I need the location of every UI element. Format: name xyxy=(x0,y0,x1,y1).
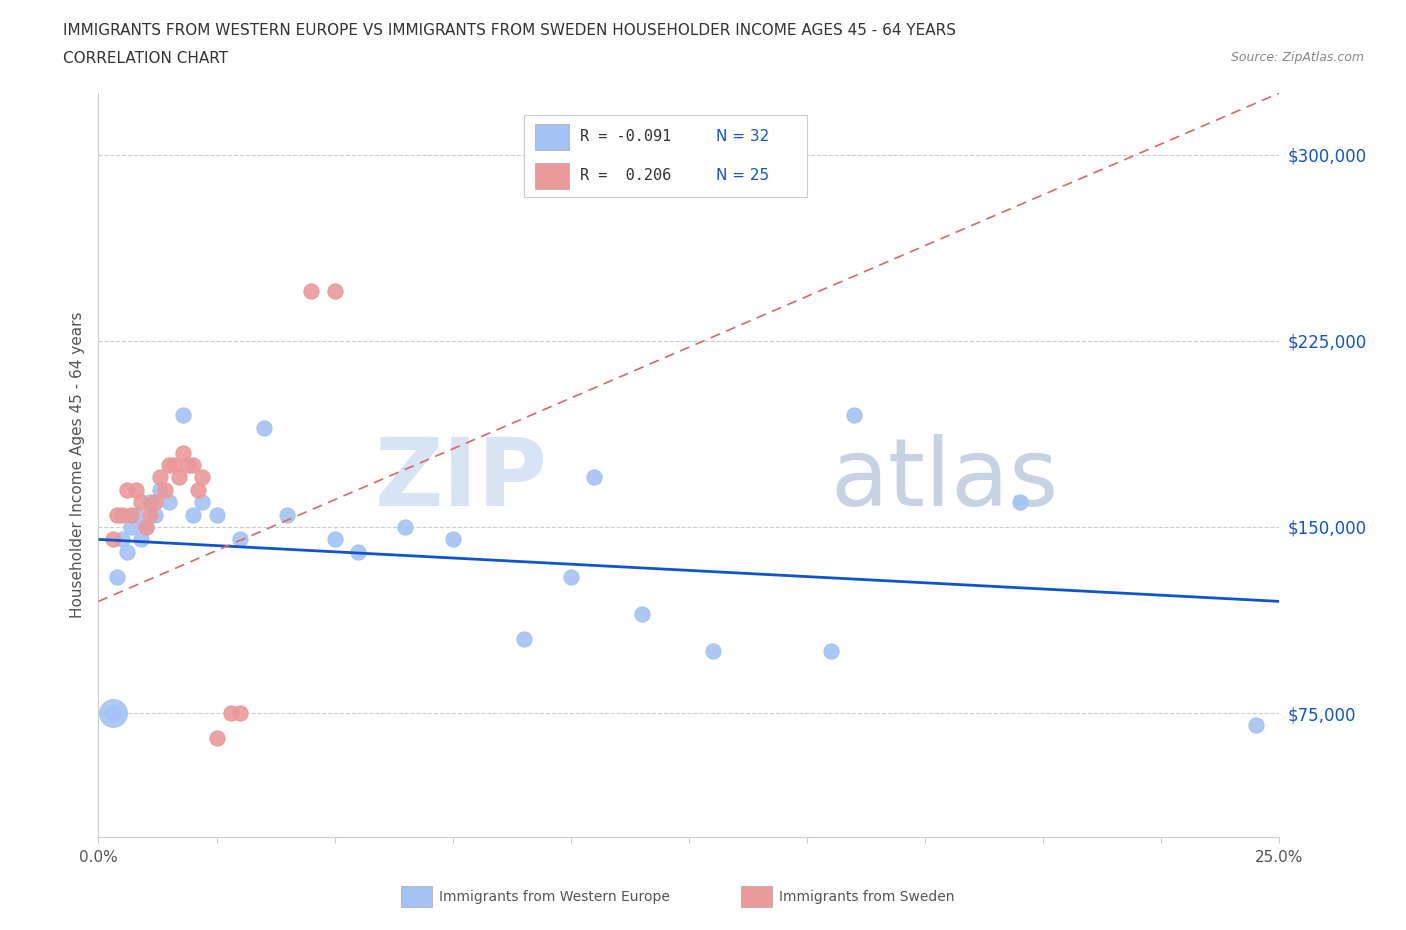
Text: IMMIGRANTS FROM WESTERN EUROPE VS IMMIGRANTS FROM SWEDEN HOUSEHOLDER INCOME AGES: IMMIGRANTS FROM WESTERN EUROPE VS IMMIGR… xyxy=(63,23,956,38)
Point xyxy=(844,408,866,423)
Point xyxy=(276,507,298,522)
Point xyxy=(205,730,228,745)
Point xyxy=(139,495,162,510)
Point xyxy=(121,507,143,522)
Point xyxy=(187,483,209,498)
Point xyxy=(512,631,534,646)
Point xyxy=(219,706,242,721)
Point xyxy=(172,408,194,423)
Point xyxy=(702,644,724,658)
Point xyxy=(105,507,128,522)
Point xyxy=(560,569,582,584)
Point xyxy=(229,706,252,721)
Point xyxy=(153,483,176,498)
Point xyxy=(125,483,148,498)
Point xyxy=(135,520,157,535)
Point xyxy=(172,445,194,460)
Point xyxy=(167,470,190,485)
Point xyxy=(347,544,370,559)
Point xyxy=(1008,495,1031,510)
Y-axis label: Householder Income Ages 45 - 64 years: Householder Income Ages 45 - 64 years xyxy=(70,312,86,618)
Point xyxy=(181,458,204,472)
Point xyxy=(101,706,124,721)
Point xyxy=(163,458,186,472)
Point xyxy=(143,507,166,522)
Point xyxy=(149,483,172,498)
Point xyxy=(394,520,416,535)
Text: CORRELATION CHART: CORRELATION CHART xyxy=(63,51,228,66)
Point xyxy=(115,544,138,559)
Point xyxy=(157,495,180,510)
Point xyxy=(323,532,346,547)
Point xyxy=(129,495,152,510)
Point xyxy=(205,507,228,522)
Point xyxy=(101,706,124,721)
Point xyxy=(111,507,134,522)
Point xyxy=(139,507,162,522)
Point xyxy=(101,532,124,547)
Point xyxy=(143,495,166,510)
Point xyxy=(253,420,276,435)
Point xyxy=(441,532,464,547)
Point xyxy=(105,569,128,584)
Point xyxy=(125,507,148,522)
Point xyxy=(299,284,322,299)
Point xyxy=(157,458,180,472)
Point xyxy=(121,520,143,535)
Point xyxy=(583,470,606,485)
Text: Source: ZipAtlas.com: Source: ZipAtlas.com xyxy=(1230,51,1364,64)
Point xyxy=(149,470,172,485)
Text: Immigrants from Sweden: Immigrants from Sweden xyxy=(779,889,955,904)
Text: Immigrants from Western Europe: Immigrants from Western Europe xyxy=(439,889,669,904)
Text: ZIP: ZIP xyxy=(374,434,547,525)
Point xyxy=(820,644,842,658)
Point xyxy=(323,284,346,299)
Point xyxy=(229,532,252,547)
Point xyxy=(630,606,652,621)
Point xyxy=(181,507,204,522)
Point xyxy=(135,520,157,535)
Point xyxy=(191,495,214,510)
Point xyxy=(129,532,152,547)
Point xyxy=(191,470,214,485)
Point xyxy=(1244,718,1267,733)
Point xyxy=(177,458,200,472)
Text: atlas: atlas xyxy=(831,434,1059,525)
Point xyxy=(115,483,138,498)
Point xyxy=(111,532,134,547)
